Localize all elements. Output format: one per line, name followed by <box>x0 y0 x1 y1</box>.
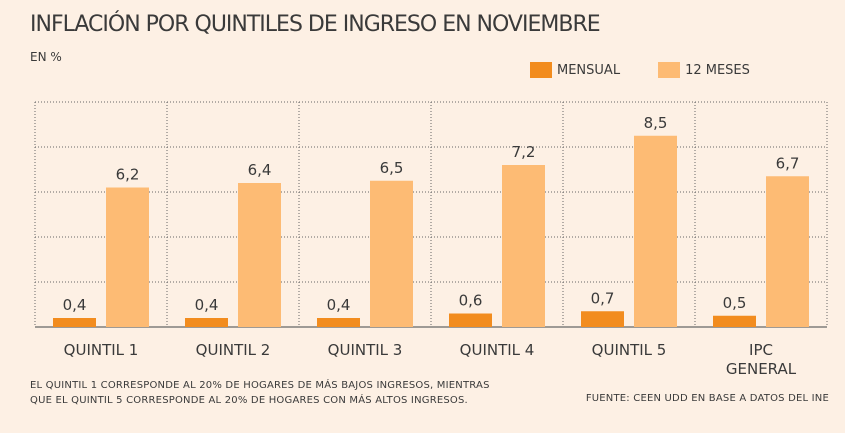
source-note: FUENTE: CEEN UDD EN BASE A DATOS DEL INE <box>585 393 829 404</box>
legend-item-mensual: MENSUAL <box>530 62 620 78</box>
legend-swatch-12-meses <box>658 62 681 78</box>
doce-meses-value-label: 6,7 <box>776 154 800 172</box>
mensual-bar <box>713 315 756 327</box>
legend-swatch-mensual <box>530 62 552 78</box>
footnote-line: EL QUINTIL 1 CORRESPONDE AL 20% DE HOGAR… <box>30 380 490 391</box>
mensual-value-label: 0,7 <box>591 289 615 307</box>
unit-label: EN % <box>30 50 62 64</box>
category-label: GENERAL <box>726 360 797 378</box>
doce-meses-value-label: 6,5 <box>380 159 404 177</box>
mensual-bar <box>53 318 96 327</box>
mensual-value-label: 0,5 <box>723 294 747 312</box>
doce-meses-bar <box>106 187 149 327</box>
chart-title: INFLACIÓN POR QUINTILES DE INGRESO EN NO… <box>30 12 601 37</box>
category-label: QUINTIL 2 <box>196 341 271 359</box>
mensual-bar <box>185 318 228 327</box>
mensual-value-label: 0,4 <box>327 296 351 314</box>
mensual-value-label: 0,4 <box>63 296 87 314</box>
doce-meses-value-label: 8,5 <box>644 114 668 132</box>
footnote: EL QUINTIL 1 CORRESPONDE AL 20% DE HOGAR… <box>30 378 490 408</box>
mensual-bar <box>317 318 360 327</box>
mensual-value-label: 0,6 <box>459 292 483 310</box>
doce-meses-bar <box>766 176 809 327</box>
doce-meses-bar <box>238 183 281 327</box>
legend-label-12-meses: 12 MESES <box>685 62 750 78</box>
footnote-line: QUE EL QUINTIL 5 CORRESPONDE AL 20% DE H… <box>30 395 468 406</box>
category-label: IPC <box>749 341 773 359</box>
legend-label-mensual: MENSUAL <box>557 62 621 78</box>
mensual-bar <box>449 313 492 327</box>
category-label: QUINTIL 4 <box>460 341 535 359</box>
category-label: QUINTIL 1 <box>64 341 139 359</box>
legend: MENSUAL 12 MESES <box>530 62 788 78</box>
doce-meses-bar <box>370 180 413 327</box>
mensual-value-label: 0,4 <box>195 296 219 314</box>
category-label: QUINTIL 5 <box>592 341 667 359</box>
doce-meses-bar <box>634 135 677 327</box>
category-label: QUINTIL 3 <box>328 341 403 359</box>
doce-meses-value-label: 6,4 <box>248 161 272 179</box>
doce-meses-value-label: 6,2 <box>116 166 140 184</box>
legend-item-12-meses: 12 MESES <box>658 62 750 78</box>
doce-meses-bar <box>502 165 545 327</box>
doce-meses-value-label: 7,2 <box>512 143 536 161</box>
mensual-bar <box>581 311 624 327</box>
